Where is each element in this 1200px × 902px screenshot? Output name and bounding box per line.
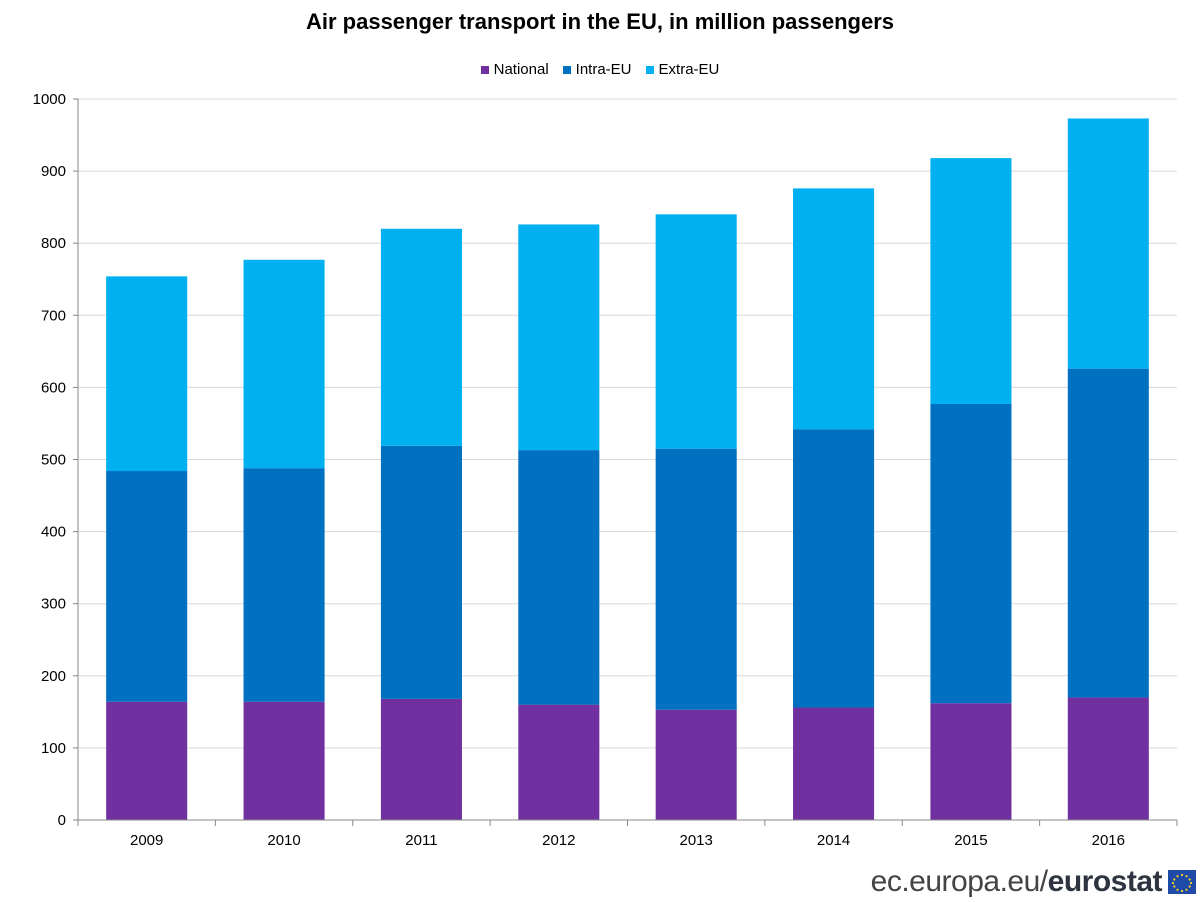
x-tick-label: 2013	[680, 832, 713, 849]
y-tick-label: 200	[41, 668, 66, 685]
chart-title: Air passenger transport in the EU, in mi…	[305, 9, 895, 34]
y-tick-label: 500	[41, 452, 66, 469]
bar-national-2015	[930, 703, 1012, 820]
bar-extra-eu-2012	[518, 224, 600, 451]
bar-national-2014	[793, 707, 875, 820]
y-tick-label: 600	[41, 379, 66, 396]
bar-national-2009	[106, 701, 188, 820]
bar-national-2016	[1067, 697, 1149, 820]
bar-extra-eu-2010	[243, 259, 325, 469]
legend-swatch-intra-eu	[562, 65, 571, 74]
x-tick-label: 2015	[954, 832, 987, 849]
legend-label-national: National	[493, 61, 549, 78]
y-tick-label: 700	[41, 307, 66, 324]
legend-swatch-national	[480, 65, 489, 74]
bar-extra-eu-2013	[655, 214, 737, 449]
legend-label-intra-eu: Intra-EU	[575, 61, 632, 78]
bar-extra-eu-2011	[380, 228, 462, 446]
x-tick-label: 2012	[542, 832, 575, 849]
footer-domain: ec.europa.eu/	[870, 865, 1048, 898]
legend: National Intra-EU Extra-EU	[0, 61, 1200, 78]
y-tick-label: 400	[41, 524, 66, 541]
bar-intra-eu-2015	[930, 403, 1012, 704]
footer-brand: ec.europa.eu/eurostat	[871, 862, 1196, 902]
bar-extra-eu-2014	[793, 188, 875, 430]
footer-brand-name: eurostat	[1047, 865, 1163, 898]
bar-intra-eu-2014	[793, 429, 875, 708]
y-tick-label: 800	[41, 235, 66, 252]
legend-label-extra-eu: Extra-EU	[658, 61, 720, 78]
bar-intra-eu-2016	[1067, 368, 1149, 698]
bar-national-2013	[655, 709, 737, 820]
y-tick-label: 900	[41, 163, 66, 180]
bar-national-2011	[380, 698, 462, 820]
x-tick-label: 2011	[405, 832, 437, 849]
eurostat-wordmark: ec.europa.eu/eurostat	[870, 865, 1163, 899]
eu-flag-icon	[1168, 870, 1196, 894]
bar-national-2010	[243, 701, 325, 820]
bar-extra-eu-2015	[930, 158, 1012, 404]
legend-swatch-extra-eu	[645, 65, 654, 74]
bar-intra-eu-2013	[655, 448, 737, 710]
x-tick-label: 2016	[1092, 832, 1125, 849]
legend-item-intra-eu: Intra-EU	[562, 61, 632, 78]
x-tick-label: 2009	[130, 832, 163, 849]
y-tick-label: 300	[41, 596, 66, 613]
y-tick-label: 1000	[33, 91, 66, 108]
x-tick-label: 2014	[817, 832, 850, 849]
bar-intra-eu-2009	[106, 471, 188, 702]
y-tick-label: 0	[58, 812, 66, 829]
bar-extra-eu-2009	[106, 276, 188, 472]
x-tick-label: 2010	[267, 832, 300, 849]
bar-national-2012	[518, 704, 600, 820]
bar-intra-eu-2010	[243, 468, 325, 702]
legend-item-extra-eu: Extra-EU	[645, 61, 720, 78]
legend-item-national: National	[480, 61, 549, 78]
bar-extra-eu-2016	[1067, 118, 1149, 369]
bar-intra-eu-2011	[380, 445, 462, 699]
bar-intra-eu-2012	[518, 450, 600, 705]
y-tick-label: 100	[41, 740, 66, 757]
